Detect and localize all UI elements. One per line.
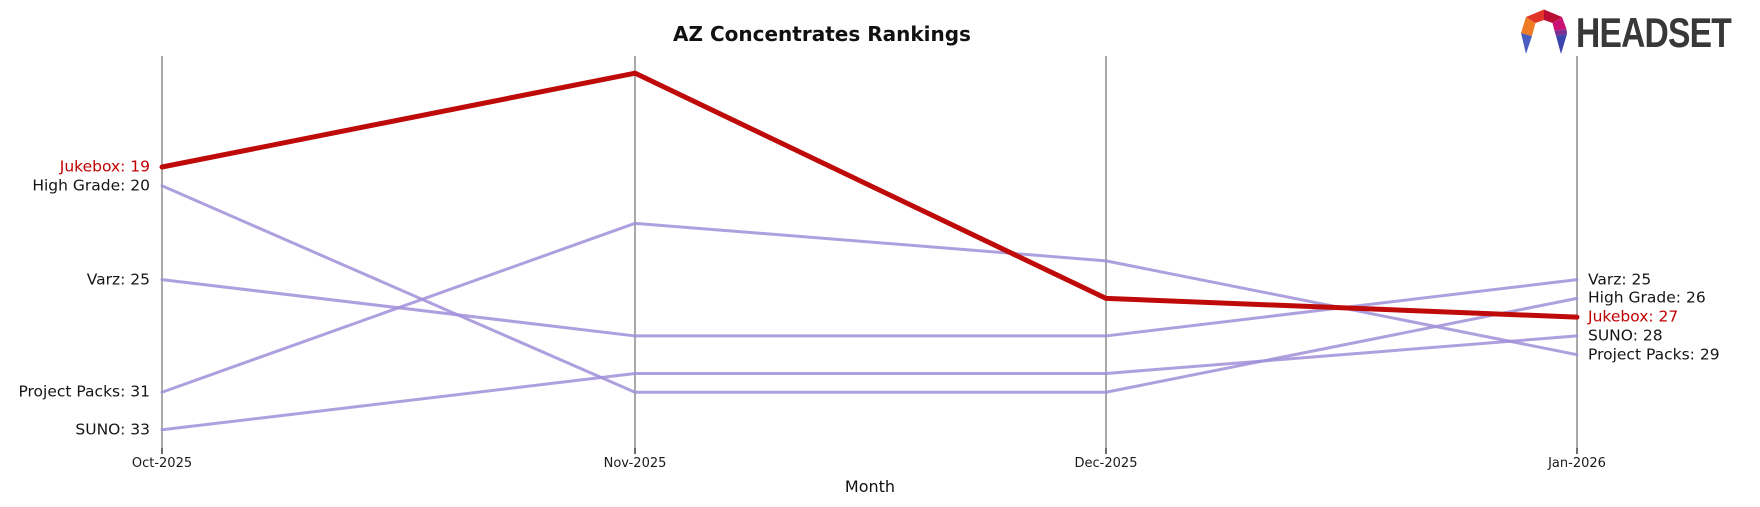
x-tick-label: Jan-2026 — [1548, 456, 1606, 471]
x-axis-title: Month — [844, 477, 896, 496]
headset-logo-icon — [1521, 9, 1567, 54]
right-rank-label-suno: SUNO: 28 — [1588, 326, 1663, 345]
x-tick-label: Dec-2025 — [1074, 456, 1138, 471]
right-rank-label-jukebox: Jukebox: 27 — [1588, 307, 1679, 326]
series-line-jukebox — [159, 70, 1580, 320]
left-rank-label-varz: Varz: 25 — [86, 270, 150, 289]
right-rank-label-high-grade: High Grade: 26 — [1588, 288, 1706, 307]
series-line-high-grade — [160, 184, 1579, 394]
series-line-suno — [160, 334, 1579, 432]
right-rank-label-project-packs: Project Packs: 29 — [1588, 345, 1720, 364]
left-rank-label-jukebox: Jukebox: 19 — [59, 157, 150, 176]
x-tick-label: Nov-2025 — [603, 456, 667, 471]
x-tick-label: Oct-2025 — [131, 456, 193, 471]
headset-logo: HEADSET — [1519, 8, 1756, 58]
left-rank-label-suno: SUNO: 33 — [75, 420, 150, 439]
right-rank-label-varz: Varz: 25 — [1588, 270, 1652, 289]
left-rank-label-high-grade: High Grade: 20 — [32, 176, 150, 195]
chart-title: AZ Concentrates Rankings — [673, 22, 971, 46]
left-rank-label-project-packs: Project Packs: 31 — [18, 382, 150, 401]
headset-logo-text: HEADSET — [1576, 9, 1732, 56]
